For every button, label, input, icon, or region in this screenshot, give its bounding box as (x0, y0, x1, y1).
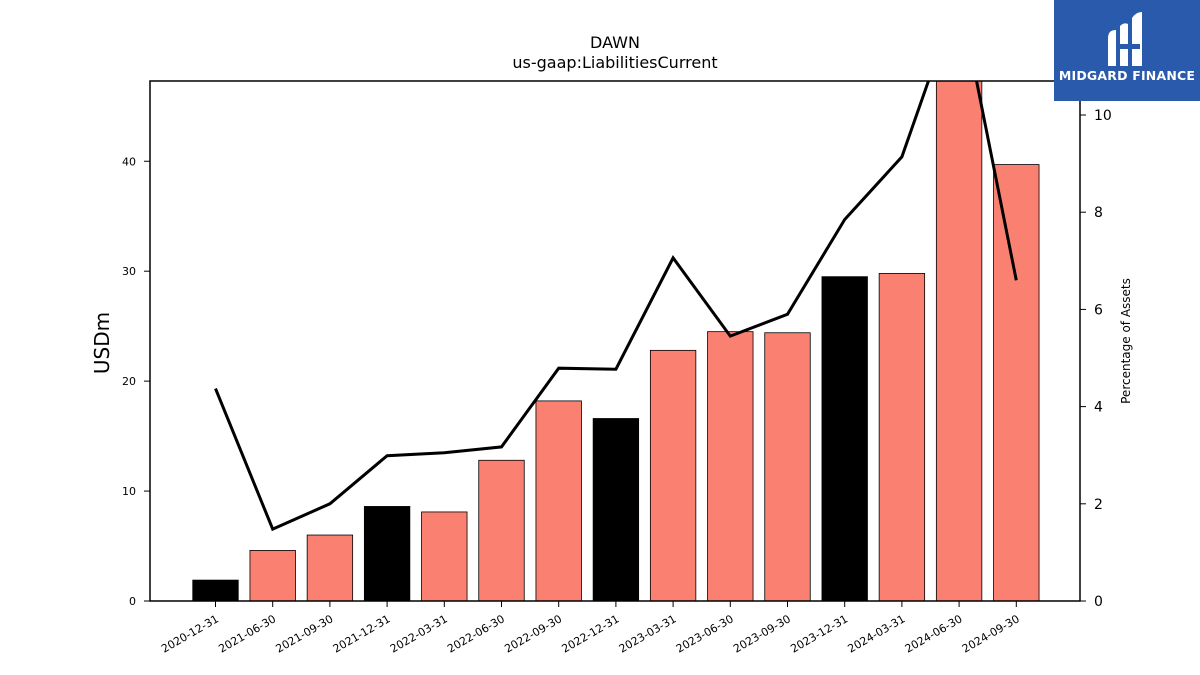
midgard-logo-icon (1108, 12, 1142, 66)
bar (821, 276, 868, 601)
x-tick-label: 2023-03-31 (617, 612, 679, 655)
x-tick-label: 2023-06-30 (674, 612, 736, 655)
y2-tick-label: 6 (1094, 302, 1103, 318)
bar (363, 506, 411, 601)
logo-text: MIDGARD FINANCE (1058, 68, 1196, 83)
x-tick-label: 2023-09-30 (731, 612, 793, 655)
x-tick-label: 2024-03-31 (846, 612, 908, 655)
bar (935, 81, 983, 601)
x-tick-label: 2023-12-31 (788, 612, 850, 655)
x-tick-label: 2021-09-30 (274, 612, 336, 655)
x-tick-label: 2021-06-30 (216, 612, 278, 655)
bar (249, 550, 296, 601)
bar (192, 579, 239, 601)
bar (649, 349, 697, 601)
logo: MIDGARD FINANCE (1054, 0, 1200, 101)
y2-tick-label: 10 (1094, 108, 1112, 124)
bar (707, 331, 754, 601)
x-tick-label: 2022-09-30 (502, 612, 564, 655)
line-series (214, 81, 1018, 532)
chart-title: DAWN (590, 33, 640, 52)
bar (478, 459, 525, 601)
chart-subtitle: us-gaap:LiabilitiesCurrent (512, 53, 717, 72)
x-tick-label: 2024-06-30 (903, 612, 965, 655)
y-tick-label: 40 (122, 155, 136, 168)
bar (764, 332, 811, 601)
x-tick-label: 2024-09-30 (960, 612, 1022, 655)
x-tick-label: 2022-06-30 (445, 612, 507, 655)
x-tick-label: 2022-03-31 (388, 612, 450, 655)
y-tick-label: 30 (122, 265, 136, 278)
bar (421, 511, 468, 601)
y-tick-label: 20 (122, 375, 136, 388)
bar-series (192, 81, 1040, 601)
bar (306, 534, 354, 601)
y2-tick-label: 4 (1094, 400, 1103, 416)
plot-frame (149, 80, 1081, 602)
y2-tick-label: 0 (1094, 594, 1103, 610)
y2-tick-label: 8 (1094, 205, 1103, 221)
bar (878, 272, 926, 601)
percentage-line (214, 81, 1018, 532)
x-tick-label: 2021-12-31 (331, 612, 393, 655)
y-tick-label: 10 (122, 485, 136, 498)
y2-tick-label: 2 (1094, 497, 1103, 513)
x-tick-label: 2020-12-31 (159, 612, 221, 655)
y2-axis-label: Percentage of Assets (1119, 278, 1133, 404)
y-tick-label: 0 (129, 595, 136, 608)
y-axis-label: USDm (90, 312, 114, 374)
x-tick-label: 2022-12-31 (560, 612, 622, 655)
bar (592, 418, 640, 601)
bar (993, 164, 1040, 601)
bar (535, 400, 582, 601)
